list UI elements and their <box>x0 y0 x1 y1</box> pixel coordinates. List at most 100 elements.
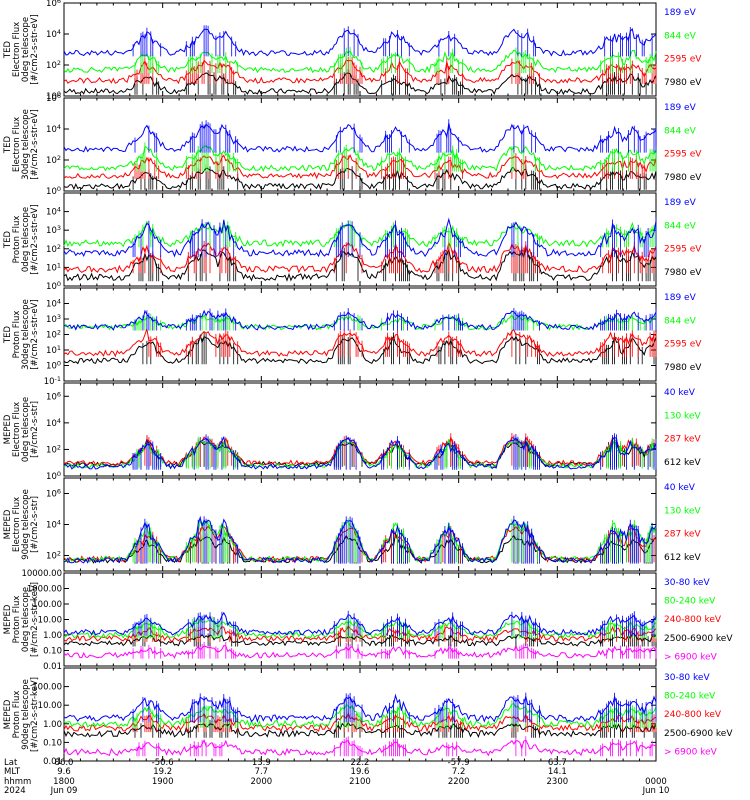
panel-6: 106 104 102 MEPED Electron Flux 90deg telesco… <box>3 477 701 572</box>
series-spikes <box>132 642 657 659</box>
panel-1: 106 104 102 100 TED Electron Flux 0deg telesco… <box>3 0 702 102</box>
y-axis-label: [#/cm2-s-str-eV] <box>30 204 40 274</box>
x-tick-label: 19.2 <box>153 767 172 777</box>
legend-entry: 189 eV <box>664 8 697 18</box>
series-spikes <box>148 327 657 357</box>
y-axis-label: Electron Flux <box>12 117 22 172</box>
legend-entry: 189 eV <box>664 293 697 303</box>
x-tick-label: 2000 <box>251 777 273 787</box>
legend-entry: 844 eV <box>664 126 697 136</box>
series-line <box>63 72 657 96</box>
series-line <box>63 435 657 470</box>
x-tick-label: Jun 10 <box>642 786 670 796</box>
series-spikes <box>136 521 655 563</box>
x-axis-row-label: MLT <box>4 767 21 777</box>
y-tick-label: 102 <box>46 550 61 562</box>
series-line <box>63 437 657 469</box>
x-axis-row-label: Lat <box>4 758 18 768</box>
y-axis-label: [#/cm2-s-str] <box>30 401 40 458</box>
y-tick-label: 0.10 <box>43 647 62 657</box>
x-tick-label: 2100 <box>349 777 371 787</box>
y-axis-label: TED <box>3 135 13 154</box>
y-axis-label: 30deg telescope <box>21 299 31 370</box>
y-axis-label: Electron Flux <box>12 402 22 457</box>
legend-entry: 30-80 keV <box>664 578 710 588</box>
y-axis-label: 0deg telescope <box>21 587 31 652</box>
series-line <box>63 153 657 180</box>
legend-entry: 189 eV <box>664 198 697 208</box>
legend-entry: 7980 eV <box>664 363 702 373</box>
legend-entry: 80-240 keV <box>664 692 716 702</box>
y-axis-label: 90deg telescope <box>21 679 31 750</box>
y-axis-label: TED <box>3 230 13 249</box>
y-tick-label: 100 <box>46 470 61 482</box>
series-line <box>63 144 657 173</box>
legend-entry: 240-800 keV <box>664 710 722 720</box>
x-tick-label: 1900 <box>152 777 174 787</box>
legend-entry: > 6900 keV <box>664 747 718 757</box>
y-axis-label: Proton Flux <box>12 691 22 739</box>
y-tick-label: 10.00 <box>38 616 62 626</box>
legend-entry: 287 keV <box>664 530 701 540</box>
y-axis-label: [#/cm2-s-str-eV] <box>30 299 40 369</box>
legend-entry: 2595 eV <box>664 150 702 160</box>
y-axis-label: 0deg telescope <box>21 17 31 82</box>
series-line <box>63 309 657 331</box>
series-spikes <box>132 238 655 274</box>
y-tick-label: 104 <box>46 123 61 135</box>
x-tick-label: 22.2 <box>351 758 370 768</box>
series-spikes <box>132 25 653 57</box>
y-tick-label: 104 <box>46 28 61 40</box>
panel-4: 104 103 102 101 100 10-1 TED Proton Flux 30deg t… <box>3 287 702 387</box>
y-axis-label: Electron Flux <box>12 497 22 552</box>
panel-5: 106 104 102 100 MEPED Electron Flux 0deg teles… <box>3 382 701 482</box>
y-tick-label: 101 <box>46 261 61 273</box>
y-axis-label: [#/cm2-s-str-keV] <box>30 677 40 752</box>
x-tick-label: -50.6 <box>152 758 174 768</box>
series-line <box>63 328 657 358</box>
y-axis-label: [#/cm2-s-str] <box>30 496 40 553</box>
x-tick-label: 86.0 <box>55 758 74 768</box>
y-tick-label: 102 <box>46 243 61 255</box>
y-tick-label: 106 <box>46 92 61 104</box>
x-tick-label: 9.6 <box>57 767 71 777</box>
series-line <box>63 27 657 57</box>
y-tick-label: 104 <box>46 519 61 531</box>
y-axis-label: Proton Flux <box>12 216 22 264</box>
y-axis-label: MEPED <box>3 414 13 444</box>
legend-entry: 2595 eV <box>664 55 702 65</box>
y-tick-label: 102 <box>46 59 61 71</box>
legend-entry: 844 eV <box>664 221 697 231</box>
panel-3: 104 103 102 101 100 TED Proton Flux 0deg telesc… <box>3 192 702 292</box>
y-axis-label: MEPED <box>3 699 13 729</box>
x-tick-label: 63.7 <box>548 758 567 768</box>
legend-entry: 2500-6900 keV <box>664 634 733 644</box>
y-tick-label: 104 <box>46 206 61 218</box>
y-tick-label: 101 <box>46 344 61 356</box>
series-spikes <box>134 119 657 153</box>
y-tick-label: 1.00 <box>43 631 62 641</box>
legend-entry: 30-80 keV <box>664 673 710 683</box>
y-tick-label: 102 <box>46 154 61 166</box>
series-line <box>63 333 657 365</box>
panel-7: 10000.00 1000.00 100.00 10.00 1.00 0.10 0.01 ME… <box>3 569 733 672</box>
series-spikes <box>132 700 657 728</box>
y-tick-label: 0.01 <box>43 757 62 767</box>
x-tick-label: 19.6 <box>351 767 370 777</box>
legend-entry: 2595 eV <box>664 245 702 255</box>
series-line <box>63 246 657 282</box>
legend-entry: 240-800 keV <box>664 615 722 625</box>
y-tick-label: 0.10 <box>43 738 62 748</box>
y-axis-label: Electron Flux <box>12 22 22 77</box>
y-tick-label: 100 <box>46 185 61 197</box>
y-axis-label: MEPED <box>3 509 13 539</box>
legend-entry: 612 keV <box>664 458 701 468</box>
series-line <box>63 644 657 659</box>
series-spikes <box>132 610 655 636</box>
y-axis-label: 0deg telescope <box>21 207 31 272</box>
series-spikes <box>136 515 653 564</box>
y-tick-label: 1.00 <box>43 720 62 730</box>
series-line <box>63 693 657 723</box>
y-tick-label: 100 <box>46 90 61 102</box>
